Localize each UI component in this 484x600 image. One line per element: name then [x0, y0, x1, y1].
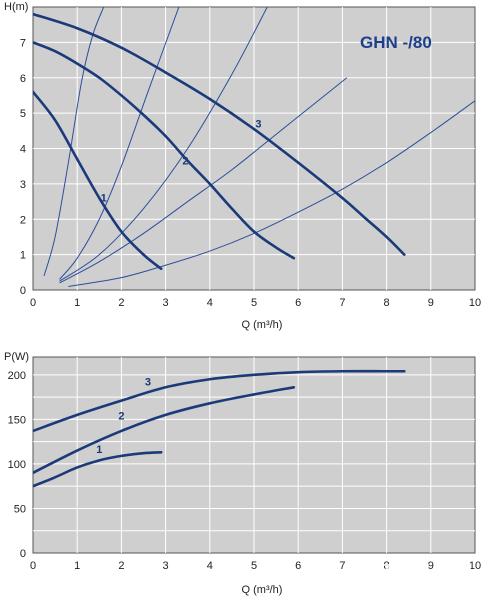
chart1-x-tick-label: 9: [428, 297, 434, 309]
chart2-y-tick-label: 150: [8, 414, 26, 426]
chart1-y-tick-label: 0: [20, 285, 26, 297]
chart1-x-tick-label: 7: [339, 297, 345, 309]
chart1-x-tick-label: 10: [469, 297, 481, 309]
chart2-series-line-1: [33, 451, 163, 488]
chart1-x-axis-label: Q (m³/h): [242, 319, 283, 331]
chart2-x-tick-label: 5: [251, 560, 257, 572]
chart1-series-line-2: [33, 41, 296, 260]
chart1-system-curve: [59, 77, 348, 284]
chart1-y-tick-label: 2: [20, 214, 26, 226]
chart1-x-tick-label: 5: [251, 297, 257, 309]
chart2-x-tick-label: 10: [469, 560, 481, 572]
chart1-curve-label-3: 3: [255, 118, 261, 130]
chart2-x-axis-label: Q (m³/h): [242, 584, 283, 596]
model-label: GHN -/80: [360, 33, 432, 52]
chart1-x-tick-label: 3: [163, 297, 169, 309]
chart2-x-tick-label: 0: [30, 560, 36, 572]
chart2-y-tick-label: 0: [20, 548, 26, 560]
chart1-x-tick-label: 6: [295, 297, 301, 309]
chart2-x-tick-label: 4: [207, 560, 213, 572]
chart1-x-tick-label: 1: [74, 297, 80, 309]
chart1-system-curve: [59, 7, 180, 280]
chart2-series-line-2: [33, 385, 296, 475]
chart2-x-tick-label: 8: [384, 560, 390, 572]
chart1-system-curve: [68, 100, 475, 287]
chart1-x-tick-label: 8: [384, 297, 390, 309]
chart1-y-tick-label: 7: [20, 37, 26, 49]
chart1-y-tick-label: 5: [20, 108, 26, 120]
chart1-y-tick-label: 6: [20, 73, 26, 85]
chart1-x-tick-label: 4: [207, 297, 213, 309]
chart1-series-line-3: [33, 12, 406, 256]
chart1-y-tick-label: 4: [20, 144, 26, 156]
chart2-x-tick-label: 2: [118, 560, 124, 572]
chart2-x-tick-label: 9: [428, 560, 434, 572]
chart1-y-tick-label: 1: [20, 250, 26, 262]
chart2-curve-label-3: 3: [145, 377, 151, 389]
chart2-x-tick-label: 6: [295, 560, 301, 572]
chart2-curve-label-2: 2: [118, 410, 124, 422]
chart2-x-tick-label: 3: [163, 560, 169, 572]
chart2-series-line-3: [33, 369, 406, 433]
chart2-x-tick-label: 1: [74, 560, 80, 572]
watermark-text: OTZOVIK.COM: [359, 562, 472, 579]
chart2-x-tick-label: 7: [339, 560, 345, 572]
chart2-y-tick-label: 200: [8, 370, 26, 382]
chart1-curve-label-1: 1: [101, 193, 107, 205]
chart1-y-axis-label: H(m): [4, 1, 28, 13]
chart1-y-tick-label: 3: [20, 179, 26, 191]
chart2-y-tick-label: 100: [8, 459, 26, 471]
chart1-system-curve: [59, 7, 268, 282]
chart1-series-line-1: [33, 90, 163, 271]
chart2-y-tick-label: 50: [14, 503, 26, 515]
chart2-y-axis-label: P(W): [4, 351, 29, 363]
chart1-curve-label-2: 2: [182, 155, 188, 167]
chart1-x-tick-label: 0: [30, 297, 36, 309]
chart2-curve-label-1: 1: [96, 444, 102, 456]
chart1-x-tick-label: 2: [118, 297, 124, 309]
